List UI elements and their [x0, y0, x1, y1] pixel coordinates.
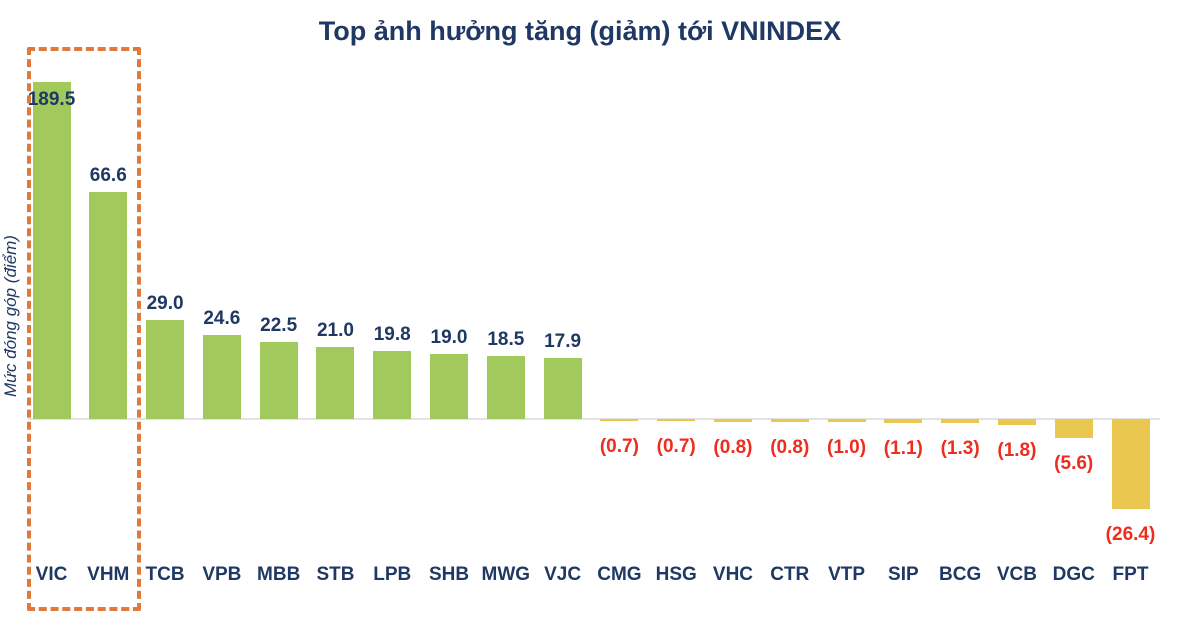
category-label-VCB: VCB	[996, 564, 1037, 585]
category-label-VPB: VPB	[202, 564, 242, 585]
category-label-VJC: VJC	[544, 564, 582, 585]
category-label-BCG: BCG	[939, 564, 982, 585]
bar-VJC	[543, 357, 582, 419]
category-label-LPB: LPB	[373, 564, 412, 585]
category-label-CTR: CTR	[770, 564, 810, 585]
value-label-CTR: (0.8)	[770, 436, 810, 458]
bar-VIC	[32, 82, 71, 419]
bar-HSG	[657, 419, 696, 422]
bar-TCB	[146, 320, 185, 419]
bar-SHB	[430, 354, 469, 419]
category-label-VHC: VHC	[712, 564, 754, 585]
value-label-FPT: (26.4)	[1105, 524, 1156, 546]
value-label-VHC: (0.8)	[713, 436, 753, 458]
bar-BCG	[941, 419, 980, 424]
bar-MBB	[259, 342, 298, 419]
category-label-MBB: MBB	[257, 564, 301, 585]
category-label-SIP: SIP	[888, 564, 919, 585]
value-label-DGC: (5.6)	[1054, 453, 1094, 475]
bar-MWG	[486, 355, 525, 419]
x-axis-line	[28, 418, 1160, 420]
bar-VCB	[997, 419, 1036, 426]
category-label-MWG: MWG	[481, 564, 531, 585]
bar-CMG	[600, 419, 639, 422]
category-label-FPT: FPT	[1112, 564, 1149, 585]
value-label-SIP: (1.1)	[883, 437, 923, 459]
category-label-HSG: HSG	[655, 564, 697, 585]
category-label-TCB: TCB	[145, 564, 185, 585]
value-label-MBB: 22.5	[260, 315, 298, 337]
bar-VTP	[827, 419, 866, 423]
bar-SIP	[884, 419, 923, 423]
bar-CTR	[770, 419, 809, 422]
y-axis-label: Mức đóng góp (điểm)	[1, 235, 20, 397]
category-label-CMG: CMG	[597, 564, 642, 585]
bar-FPT	[1111, 419, 1150, 510]
value-label-VTP: (1.0)	[827, 437, 867, 459]
value-label-BCG: (1.3)	[940, 438, 980, 460]
value-label-HSG: (0.7)	[656, 436, 696, 458]
category-label-SHB: SHB	[428, 564, 470, 585]
value-label-STB: 21.0	[316, 320, 354, 342]
category-label-VHM: VHM	[87, 564, 130, 585]
highlight-dashed-box	[27, 47, 141, 611]
bar-VHM	[89, 191, 128, 419]
category-label-DGC: DGC	[1052, 564, 1095, 585]
chart-title: Top ảnh hưởng tăng (giảm) tới VNINDEX	[318, 16, 842, 46]
category-label-VTP: VTP	[828, 564, 866, 585]
bar-STB	[316, 347, 355, 419]
value-label-VHM: 66.6	[89, 164, 127, 186]
category-label-STB: STB	[316, 564, 355, 585]
bar-LPB	[373, 351, 412, 419]
value-label-VJC: 17.9	[544, 330, 582, 352]
value-label-LPB: 19.8	[373, 324, 411, 346]
bar-DGC	[1054, 419, 1093, 439]
value-label-VIC: 189.5	[27, 89, 76, 110]
value-label-CMG: (0.7)	[599, 436, 639, 458]
bar-VHC	[713, 419, 752, 422]
value-label-VCB: (1.8)	[997, 440, 1037, 462]
value-label-TCB: 29.0	[146, 293, 184, 315]
value-label-VPB: 24.6	[203, 308, 241, 330]
category-label-VIC: VIC	[35, 564, 68, 585]
value-label-MWG: 18.5	[487, 328, 525, 350]
value-label-SHB: 19.0	[430, 327, 468, 349]
bar-VPB	[202, 335, 241, 419]
